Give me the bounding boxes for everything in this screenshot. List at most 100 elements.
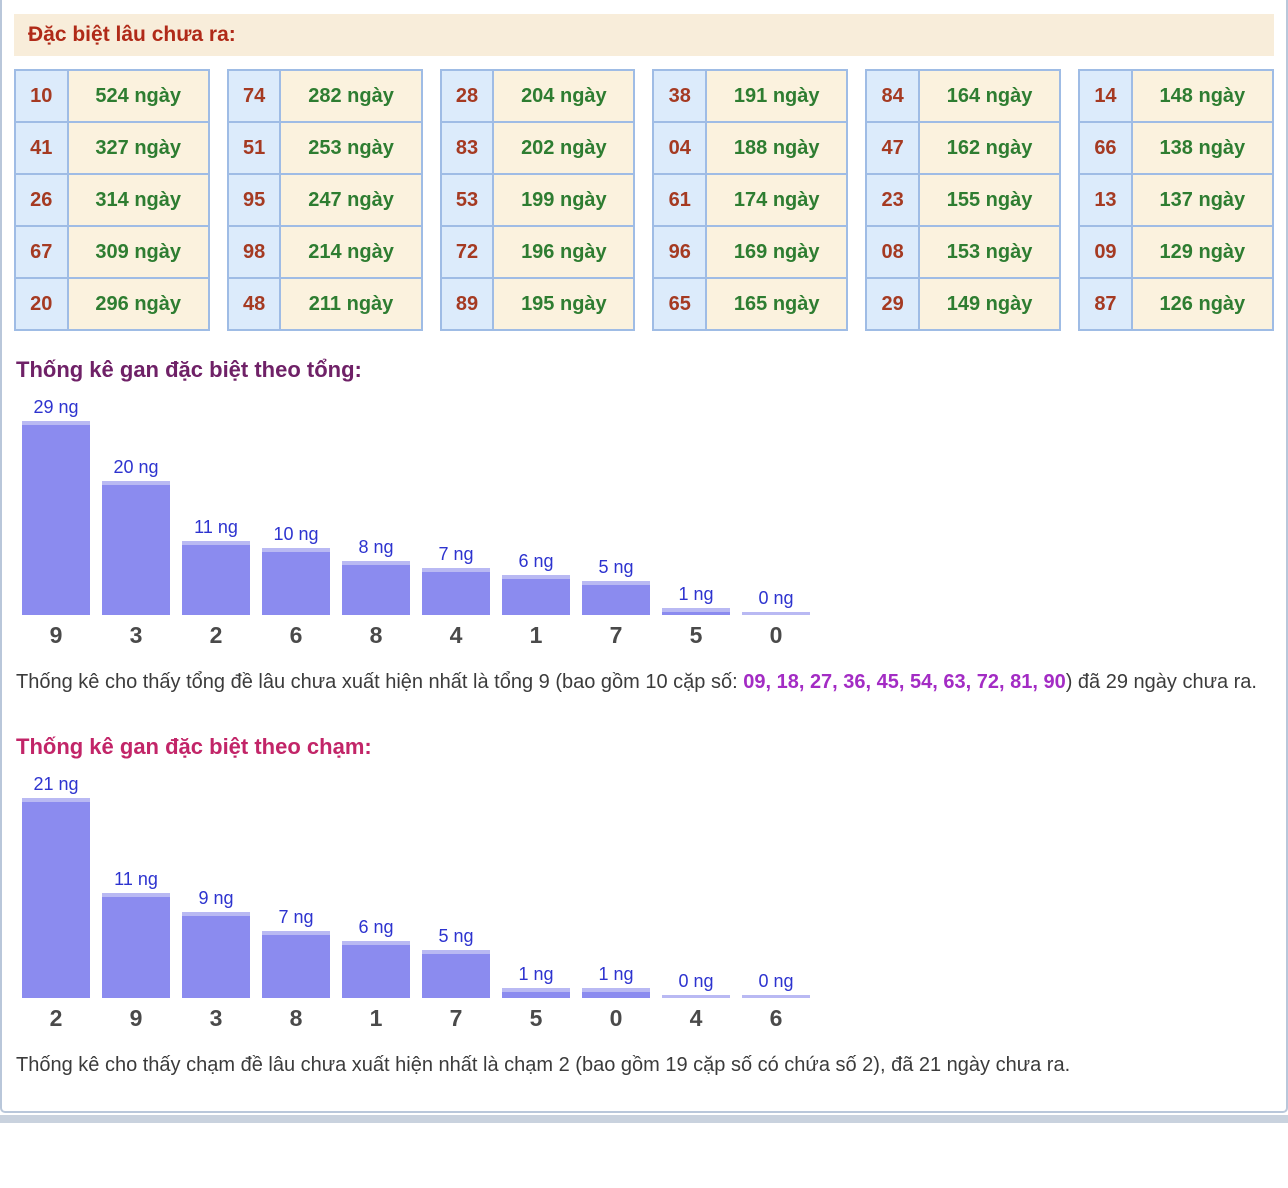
table-row: 38 191 ngày (652, 69, 849, 123)
table-row: 65 165 ngày (652, 277, 849, 331)
days-count-cell: 196 ngày (492, 225, 636, 279)
table-row: 53 199 ngày (439, 173, 636, 227)
bar-slot: 0 ng (736, 971, 816, 998)
bar (422, 950, 490, 998)
bar-slot: 0 ng (656, 971, 736, 998)
days-count-cell: 191 ngày (705, 69, 849, 123)
bar (182, 912, 250, 998)
bar-value-label: 1 ng (518, 964, 554, 984)
x-tick-label: 6 (289, 622, 303, 648)
pair-number-cell: 14 (1078, 69, 1133, 123)
bar (22, 798, 90, 998)
bar-value-label: 11 ng (194, 517, 238, 537)
bar-slot: 5 ng (576, 557, 656, 615)
days-count-cell: 199 ngày (492, 173, 636, 227)
bar-slot: 0 ng (736, 588, 816, 615)
pair-number-cell: 66 (1078, 121, 1133, 175)
bar (102, 893, 170, 998)
days-count-cell: 148 ngày (1130, 69, 1274, 123)
pair-number-cell: 74 (226, 69, 282, 123)
days-count-cell: 195 ngày (492, 277, 636, 331)
pair-number-cell: 53 (439, 173, 495, 227)
x-tick-label: 4 (689, 1005, 703, 1031)
chart-x-axis-row: 2 9 3 8 1 7 5 0 4 6 (16, 998, 1274, 1032)
bar (342, 561, 410, 615)
bar-slot: 6 ng (496, 551, 576, 615)
days-count-cell: 153 ngày (917, 225, 1062, 279)
days-count-cell: 296 ngày (66, 277, 210, 331)
bar-value-label: 8 ng (358, 537, 394, 557)
x-tick-label: 9 (49, 622, 63, 648)
bar-value-label: 7 ng (278, 907, 314, 927)
x-tick-label: 3 (209, 1005, 223, 1031)
days-count-cell: 138 ngày (1130, 121, 1274, 175)
bar-slot: 8 ng (336, 537, 416, 615)
days-count-cell: 174 ngày (705, 173, 849, 227)
pair-number-cell: 61 (652, 173, 708, 227)
x-tick-label: 0 (609, 1005, 623, 1031)
x-tick-label: 2 (49, 1005, 63, 1031)
pair-number-cell: 41 (14, 121, 69, 175)
x-tick-label: 5 (689, 622, 703, 648)
bar-value-label: 6 ng (358, 917, 394, 937)
x-tick-label: 5 (529, 1005, 543, 1031)
days-count-cell: 314 ngày (66, 173, 210, 227)
pair-number-cell: 72 (439, 225, 495, 279)
pair-number-cell: 67 (14, 225, 69, 279)
pair-number-cell: 83 (439, 121, 495, 175)
days-count-cell: 247 ngày (279, 173, 423, 227)
bar (182, 541, 250, 615)
overdue-pairs-tables-row: 10 524 ngày 41 327 ngày 26 314 ngày 67 309 ngày… (14, 69, 1274, 331)
days-count-cell: 204 ngày (492, 69, 636, 123)
sum-note-paragraph: Thống kê cho thấy tổng đề lâu chưa xuất … (16, 667, 1268, 698)
days-count-cell: 129 ngày (1130, 225, 1274, 279)
table-row: 08 153 ngày (865, 225, 1062, 279)
bar (502, 988, 570, 998)
bar (502, 575, 570, 615)
table-row: 95 247 ngày (226, 173, 423, 227)
bar (662, 995, 730, 998)
days-count-cell: 162 ngày (917, 121, 1062, 175)
pair-number-cell: 09 (1078, 225, 1133, 279)
bar (342, 941, 410, 998)
days-count-cell: 524 ngày (66, 69, 210, 123)
x-tick-label: 6 (769, 1005, 783, 1031)
pair-number-cell: 04 (652, 121, 708, 175)
bar-value-label: 7 ng (438, 544, 474, 564)
days-count-cell: 149 ngày (917, 277, 1062, 331)
table-row: 28 204 ngày (439, 69, 636, 123)
x-tick-label: 4 (449, 622, 463, 648)
table-row: 87 126 ngày (1078, 277, 1274, 331)
x-tick-label: 1 (529, 622, 543, 648)
table-row: 23 155 ngày (865, 173, 1062, 227)
x-tick-label: 8 (369, 622, 383, 648)
bar-value-label: 9 ng (198, 888, 234, 908)
x-tick-label: 7 (449, 1005, 463, 1031)
touch-section-title: Thống kê gan đặc biệt theo chạm: (16, 734, 372, 759)
sum-section-title: Thống kê gan đặc biệt theo tổng: (16, 357, 362, 382)
days-count-cell: 188 ngày (705, 121, 849, 175)
pair-number-cell: 26 (14, 173, 69, 227)
pair-number-cell: 96 (652, 225, 708, 279)
bar-value-label: 21 ng (33, 774, 79, 794)
pair-number-cell: 98 (226, 225, 282, 279)
bar-value-label: 5 ng (438, 926, 474, 946)
pair-number-cell: 08 (865, 225, 920, 279)
sum-gan-bar-chart: 29 ng 20 ng 11 ng 10 ng 8 ng 7 ng 6 ng 5 ng 1 ng… (16, 397, 1274, 649)
pair-number-cell: 13 (1078, 173, 1133, 227)
days-count-cell: 214 ngày (279, 225, 423, 279)
table-row: 84 164 ngày (865, 69, 1062, 123)
pair-number-cell: 95 (226, 173, 282, 227)
bar-value-label: 1 ng (678, 584, 714, 604)
page-bottom-strip (0, 1115, 1288, 1123)
days-count-cell: 155 ngày (917, 173, 1062, 227)
pair-number-cell: 29 (865, 277, 920, 331)
bar (742, 612, 810, 615)
chart-bars-row: 21 ng 11 ng 9 ng 7 ng 6 ng 5 ng 1 ng 1 ng 0 ng 0 … (16, 774, 1274, 998)
days-count-cell: 309 ngày (66, 225, 210, 279)
sum-note-text-after: ) đã 29 ngày chưa ra. (1065, 671, 1257, 693)
days-count-cell: 202 ngày (492, 121, 636, 175)
table-row: 51 253 ngày (226, 121, 423, 175)
pair-number-cell: 20 (14, 277, 69, 331)
bar-slot: 11 ng (176, 517, 256, 615)
